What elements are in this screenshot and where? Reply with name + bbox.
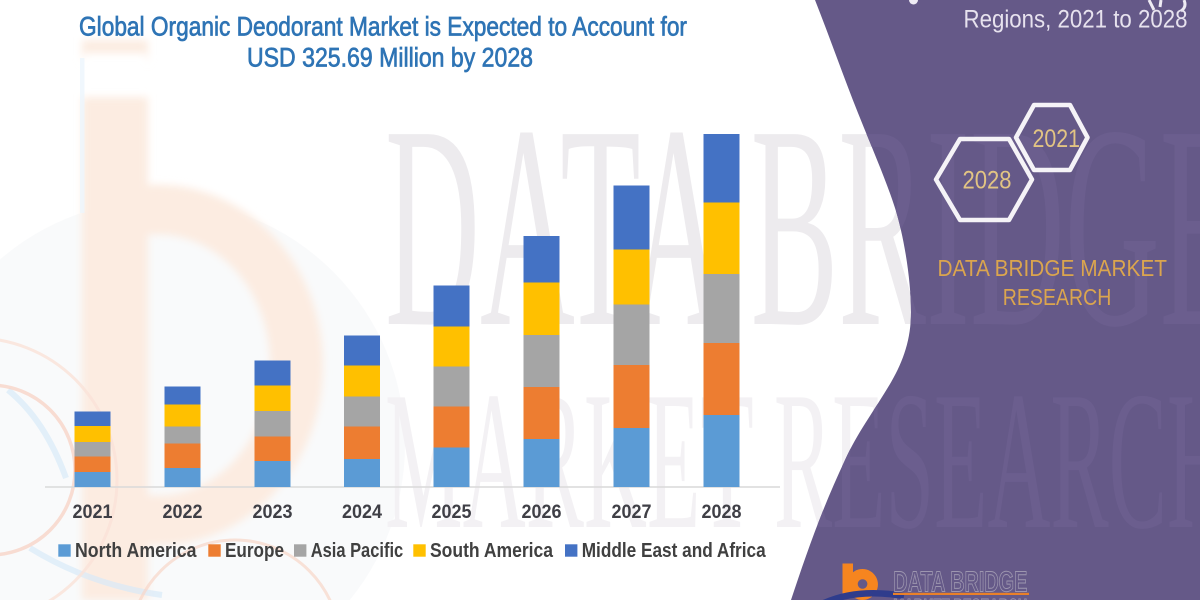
svg-text:2021: 2021 bbox=[73, 501, 113, 523]
svg-text:Middle East and Africa: Middle East and Africa bbox=[582, 540, 767, 562]
svg-text:North America: North America bbox=[75, 540, 197, 562]
svg-text:RESEARCH: RESEARCH bbox=[1003, 284, 1112, 310]
svg-text:2022: 2022 bbox=[163, 501, 203, 523]
svg-text:2025: 2025 bbox=[432, 501, 472, 523]
svg-text:2023: 2023 bbox=[253, 501, 293, 523]
svg-text:Europe: Europe bbox=[225, 540, 284, 562]
svg-text:2028: 2028 bbox=[963, 167, 1012, 195]
svg-text:2026: 2026 bbox=[522, 501, 562, 523]
svg-text:2024: 2024 bbox=[342, 501, 382, 523]
svg-text:Regions, 2021 to 2028: Regions, 2021 to 2028 bbox=[964, 6, 1188, 34]
svg-text:South America: South America bbox=[430, 540, 554, 562]
svg-text:USD 325.69 Million by 2028: USD 325.69 Million by 2028 bbox=[247, 43, 533, 73]
svg-text:DATA BRIDGE MARKET: DATA BRIDGE MARKET bbox=[938, 255, 1168, 281]
svg-text:2021: 2021 bbox=[1033, 125, 1081, 153]
svg-text:2028: 2028 bbox=[702, 501, 742, 523]
svg-text:2027: 2027 bbox=[612, 501, 652, 523]
svg-text:MARKET RESEARCH: MARKET RESEARCH bbox=[893, 593, 1027, 600]
svg-text:Asia Pacific: Asia Pacific bbox=[311, 540, 404, 562]
svg-text:Global Organic Deodorant Marke: Global Organic Deodorant Market is Expec… bbox=[79, 12, 687, 42]
